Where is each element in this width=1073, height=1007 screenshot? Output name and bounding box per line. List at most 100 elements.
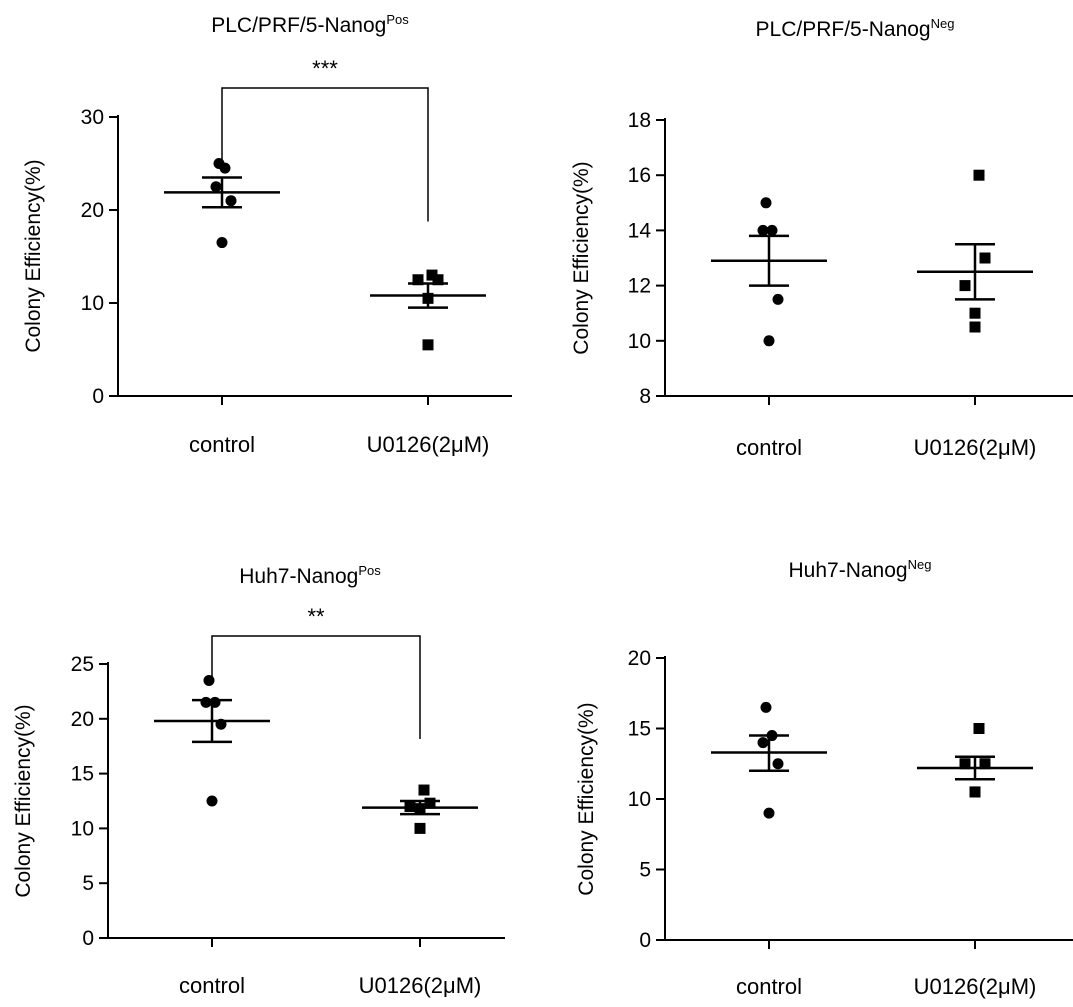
significance-stars: ** [307,604,325,629]
y-tick-label: 0 [639,929,651,952]
chart-title-main: Huh7-Nanog [789,559,908,582]
data-point [200,696,212,708]
significance-bracket [211,635,421,739]
x-category-label: control [736,974,802,999]
y-tick-label: 25 [71,653,94,676]
y-tick-label: 30 [81,106,104,129]
series-control [164,158,280,249]
data-point [404,800,416,812]
y-tick-label: 12 [628,275,651,298]
y-tick-label: 5 [639,859,651,882]
chart-panel-huh7-pos: Huh7-NanogPos Colony Efficiency(%) 0 5 10 15 2… [12,563,505,998]
data-point [414,822,426,834]
chart-title-superscript: Neg [908,557,932,572]
x-category-label: control [736,435,802,460]
data-point [772,758,784,770]
x-category-label: U0126(2μM) [914,974,1037,999]
data-point [216,237,228,249]
data-point [418,784,430,796]
data-point [973,169,985,181]
chart-title-superscript: Pos [386,12,409,27]
chart-title-superscript: Pos [358,563,381,578]
y-tick-label: 20 [628,647,651,670]
data-point [422,292,434,304]
series-u0126 [362,784,478,834]
y-axis-label: Colony Efficiency(%) [22,159,45,352]
chart-title-main: PLC/PRF/5-Nanog [211,14,386,37]
data-point [757,737,769,749]
y-tick-label: 5 [82,872,94,895]
data-point [414,803,426,815]
data-point [210,181,222,193]
data-point [203,674,215,686]
data-point [206,795,218,807]
data-point [209,696,221,708]
data-point [760,701,772,713]
y-tick-label: 16 [628,164,651,187]
data-point [969,307,981,319]
chart-title: PLC/PRF/5-NanogPos [211,12,409,37]
chart-title-main: Huh7-Nanog [239,565,358,588]
data-point [412,274,424,286]
data-point [763,335,775,347]
data-point [766,730,778,742]
y-tick-label: 10 [81,292,104,315]
x-category-label: U0126(2μM) [367,432,490,457]
data-point [979,758,991,770]
y-tick-label: 20 [71,708,94,731]
y-tick-label: 0 [82,927,94,950]
data-point [757,224,769,236]
data-point [959,758,971,770]
chart-title-main: PLC/PRF/5-Nanog [756,18,931,41]
y-tick-label: 20 [81,199,104,222]
y-tick-label: 10 [71,817,94,840]
data-point [979,252,991,264]
data-point [959,280,971,292]
data-point [426,269,438,281]
data-point [219,162,231,174]
series-control [711,197,827,347]
x-category-label: control [179,973,245,998]
data-point [422,339,434,351]
data-point [973,723,985,734]
y-tick-label: 8 [639,385,651,408]
y-tick-label: 15 [71,763,94,786]
x-category-label: control [189,432,255,457]
y-tick-label: 10 [628,788,651,811]
y-tick-label: 15 [628,718,651,741]
chart-title-superscript: Neg [931,16,955,31]
data-point [760,197,772,209]
significance-stars: *** [312,56,338,81]
data-point [432,274,444,286]
chart-title: Huh7-NanogNeg [789,557,932,582]
chart-title: Huh7-NanogPos [239,563,381,588]
chart-title: PLC/PRF/5-NanogNeg [756,16,955,41]
data-point [969,786,981,798]
y-tick-label: 18 [628,109,651,132]
data-point [215,718,227,730]
significance-bracket [221,87,429,222]
chart-panel-plc-pos: PLC/PRF/5-NanogPos Colony Efficiency(%) 0 1… [22,12,512,457]
y-tick-label: 14 [628,219,652,242]
y-tick-label: 0 [92,385,104,408]
series-u0126 [370,269,486,351]
data-point [772,293,784,305]
series-u0126 [917,169,1033,333]
data-point [766,224,778,236]
y-axis-label: Colony Efficiency(%) [575,702,598,895]
data-point [763,807,775,819]
y-tick-label: 10 [628,330,651,353]
x-category-label: U0126(2μM) [359,973,482,998]
chart-panel-plc-neg: PLC/PRF/5-NanogNeg Colony Efficiency(%) 8 1… [570,16,1073,460]
x-category-label: U0126(2μM) [914,435,1037,460]
chart-panel-huh7-neg: Huh7-NanogNeg Colony Efficiency(%) 0 5 10 15 2… [575,557,1073,999]
series-u0126 [917,723,1033,798]
data-point [969,321,981,333]
data-point [225,195,237,207]
series-control [711,701,827,819]
series-control [154,674,270,807]
y-axis-label: Colony Efficiency(%) [12,704,35,897]
data-point [424,797,436,809]
y-axis-label: Colony Efficiency(%) [570,161,593,354]
